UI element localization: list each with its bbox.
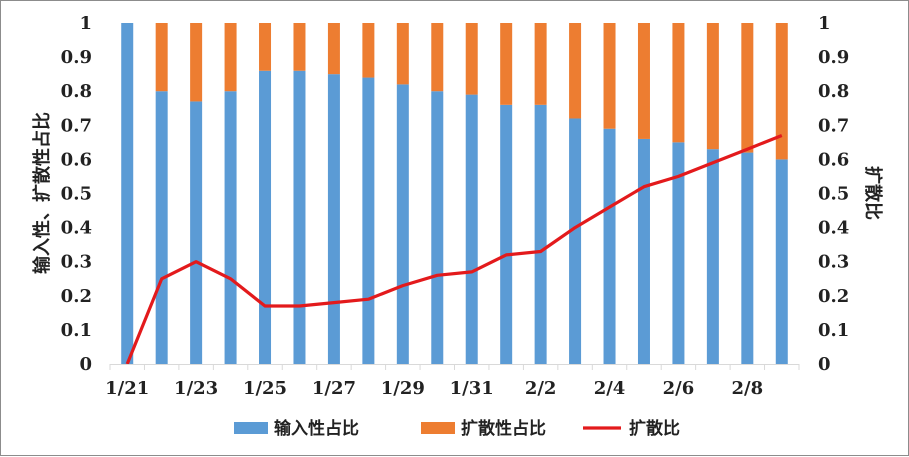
legend-label-diffusion: 扩散性占比 [461, 418, 546, 439]
bar-diffusion-2-1 [500, 23, 512, 105]
legend-label-ratio: 扩散比 [629, 418, 680, 439]
bar-diffusion-2-3 [569, 23, 581, 118]
y-right-tick-label: 0.7 [818, 115, 849, 136]
bar-input-2-4 [604, 129, 616, 364]
legend-label-input: 输入性占比 [274, 418, 359, 439]
y-left-tick-label: 0.4 [61, 218, 92, 239]
y-left-tick-label: 0.3 [61, 252, 92, 273]
bar-input-2-3 [569, 118, 581, 364]
y-right-tick-label: 0.9 [818, 47, 849, 68]
bar-diffusion-2-2 [535, 23, 547, 105]
bar-input-2-7 [707, 149, 719, 364]
y-right-tick-label: 0.6 [818, 149, 849, 170]
y-left-tick-label: 0.2 [61, 286, 92, 307]
bar-input-1-30 [431, 91, 443, 364]
y-left-tick-label: 0.1 [61, 320, 92, 341]
axes-group [110, 364, 799, 370]
legend-swatch-input [234, 422, 268, 434]
y-right-tick-label: 0 [818, 354, 831, 375]
bar-diffusion-1-23 [190, 23, 202, 101]
legend: 输入性占比 扩散性占比 扩散比 [234, 418, 680, 439]
x-tick-label: 2/2 [525, 378, 557, 399]
y-left-tick-label: 0.9 [61, 47, 92, 68]
legend-swatch-diffusion [421, 422, 455, 434]
x-tick-label: 1/23 [174, 378, 218, 399]
bar-input-1-29 [397, 84, 409, 364]
bar-input-1-27 [328, 74, 340, 364]
y-left-tick-label: 0.5 [61, 184, 92, 205]
bar-diffusion-2-4 [604, 23, 616, 129]
bar-input-1-26 [293, 71, 305, 364]
bar-input-2-9 [776, 159, 788, 364]
bar-diffusion-2-6 [672, 23, 684, 142]
bar-diffusion-1-26 [293, 23, 305, 71]
bar-input-1-25 [259, 71, 271, 364]
x-tick-label: 1/31 [450, 378, 494, 399]
y-right-tick-label: 1 [818, 13, 831, 34]
x-tick-label: 1/21 [105, 378, 149, 399]
y-left-axis-title: 输入性、扩散性占比 [31, 112, 53, 274]
bar-diffusion-1-27 [328, 23, 340, 74]
x-tick-label: 1/29 [381, 378, 425, 399]
bar-diffusion-1-22 [156, 23, 168, 91]
bar-diffusion-2-9 [776, 23, 788, 159]
y-left-tick-label: 0.8 [61, 81, 92, 102]
x-tick-label: 1/25 [243, 378, 287, 399]
y-left-tick-label: 0.6 [61, 149, 92, 170]
bar-diffusion-2-5 [638, 23, 650, 139]
bar-input-2-5 [638, 139, 650, 364]
bar-diffusion-1-25 [259, 23, 271, 71]
x-tick-label: 2/4 [594, 378, 626, 399]
bar-input-1-22 [156, 91, 168, 364]
y-right-tick-label: 0.8 [818, 81, 849, 102]
y-right-axis-title: 扩散比 [862, 166, 884, 220]
bar-diffusion-1-31 [466, 23, 478, 95]
x-tick-label: 1/27 [312, 378, 356, 399]
bar-diffusion-1-29 [397, 23, 409, 84]
bar-input-1-23 [190, 101, 202, 364]
bar-diffusion-2-8 [741, 23, 753, 153]
bar-diffusion-1-28 [362, 23, 374, 78]
bar-input-1-21 [121, 23, 133, 364]
y-left-tick-label: 1 [79, 13, 92, 34]
bar-input-1-28 [362, 78, 374, 364]
x-tick-label: 2/6 [663, 378, 695, 399]
y-right-tick-label: 0.4 [818, 218, 849, 239]
bar-input-2-8 [741, 153, 753, 364]
y-left-tick-label: 0 [79, 354, 92, 375]
bar-group [121, 23, 788, 364]
bar-input-1-24 [225, 91, 237, 364]
bar-diffusion-2-7 [707, 23, 719, 149]
bar-input-2-1 [500, 105, 512, 364]
y-right-tick-label: 0.2 [818, 286, 849, 307]
y-right-tick-label: 0.5 [818, 184, 849, 205]
y-right-tick-label: 0.1 [818, 320, 849, 341]
y-left-tick-label: 0.7 [61, 115, 92, 136]
y-right-tick-label: 0.3 [818, 252, 849, 273]
bar-input-1-31 [466, 95, 478, 364]
bar-diffusion-1-30 [431, 23, 443, 91]
bar-input-2-2 [535, 105, 547, 364]
bar-diffusion-1-24 [225, 23, 237, 91]
x-tick-label: 2/8 [732, 378, 764, 399]
